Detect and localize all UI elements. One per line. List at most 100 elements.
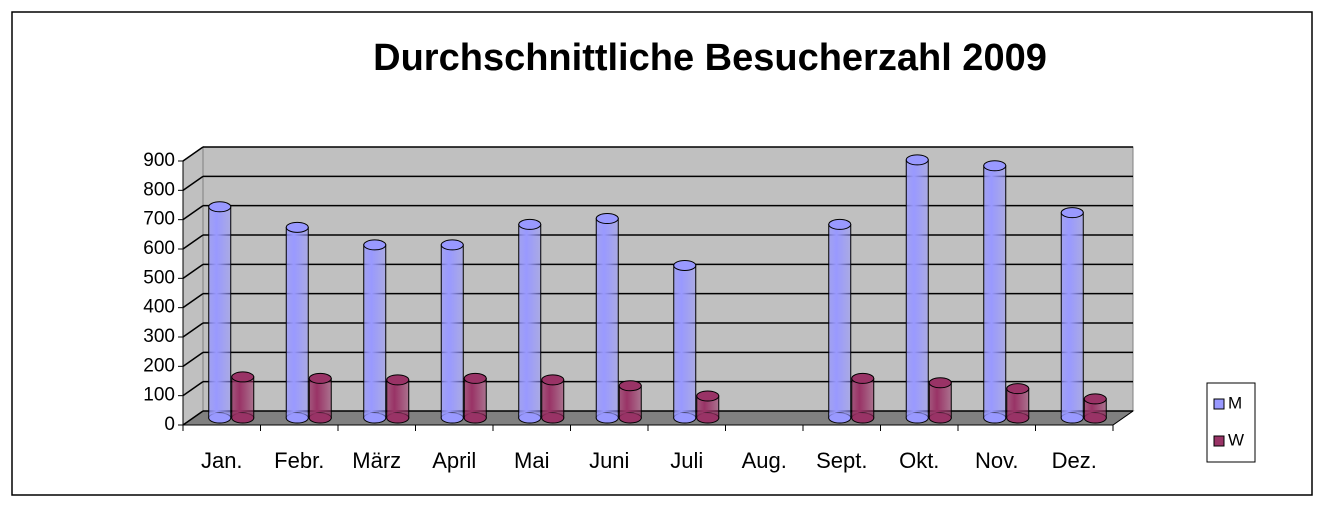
bar-base-cover <box>619 413 641 418</box>
bar <box>285 226 309 419</box>
y-tick-label: 0 <box>164 414 175 435</box>
bar-base-cover <box>984 413 1006 418</box>
bar <box>363 244 387 419</box>
bar-top <box>696 390 720 402</box>
bar-top <box>851 372 875 384</box>
y-tick-label: 900 <box>143 150 175 171</box>
bar-base-cover <box>364 413 386 418</box>
y-tick-label: 600 <box>143 238 175 259</box>
bar-base-cover <box>596 413 618 418</box>
bar-top <box>928 377 952 389</box>
bar <box>983 165 1007 419</box>
bar <box>673 264 697 419</box>
bar-base-cover <box>697 413 719 418</box>
y-tick-label: 500 <box>143 267 175 288</box>
bar-base-cover <box>829 413 851 418</box>
bar-top <box>595 213 619 225</box>
grid-line <box>182 205 204 221</box>
x-tick-label: Jan. <box>201 448 243 473</box>
bar-base-cover <box>232 413 254 418</box>
legend-swatch <box>1213 398 1225 410</box>
bar-top <box>905 154 929 166</box>
bar-base-cover <box>674 413 696 418</box>
bar-top <box>363 239 387 251</box>
grid-line <box>182 263 204 279</box>
x-tick-label: Aug. <box>742 448 787 473</box>
bar-base-cover <box>852 413 874 418</box>
bar-base-cover <box>519 413 541 418</box>
bar <box>518 223 542 419</box>
legend-swatch <box>1213 435 1225 447</box>
bar-base-cover <box>209 413 231 418</box>
x-tick-label: März <box>352 448 401 473</box>
grid-line <box>182 293 204 309</box>
bar <box>1060 212 1084 419</box>
grid-line <box>182 410 204 426</box>
y-tick-label: 400 <box>143 297 175 318</box>
y-tick-label: 100 <box>143 385 175 406</box>
bar-top <box>231 371 255 383</box>
bar <box>851 377 875 419</box>
bar <box>208 206 232 419</box>
bar-base-cover <box>387 413 409 418</box>
grid-line <box>182 322 204 338</box>
bar-base-cover <box>1061 413 1083 418</box>
floor-edge <box>1112 410 1134 426</box>
bar-base-cover <box>464 413 486 418</box>
bar-top <box>983 160 1007 172</box>
x-tick-label: Okt. <box>899 448 939 473</box>
bar-base-cover <box>906 413 928 418</box>
y-tick-label: 700 <box>143 209 175 230</box>
x-tick-label: Juli <box>670 448 703 473</box>
bar-top <box>618 380 642 392</box>
grid-line <box>182 146 204 162</box>
bar <box>595 218 619 419</box>
y-tick-label: 200 <box>143 355 175 376</box>
bar-top <box>386 374 410 386</box>
legend-box <box>1206 382 1256 463</box>
bar-top <box>308 372 332 384</box>
bar-base-cover <box>1007 413 1029 418</box>
bar-top <box>1060 207 1084 219</box>
bar <box>231 376 255 419</box>
bar-top <box>1083 393 1107 405</box>
grid-line <box>182 381 204 397</box>
y-tick-label: 300 <box>143 326 175 347</box>
bar-base-cover <box>286 413 308 418</box>
bar-base-cover <box>309 413 331 418</box>
bar-top <box>673 259 697 271</box>
x-tick-label: Sept. <box>816 448 867 473</box>
x-tick-label: Juni <box>589 448 629 473</box>
grid-line <box>182 234 204 250</box>
bar-top <box>541 374 565 386</box>
bar <box>541 379 565 419</box>
bar-top <box>518 218 542 230</box>
legend-label: W <box>1228 430 1244 449</box>
chart-title: Durchschnittliche Besucherzahl 2009 <box>373 37 1047 79</box>
bar-base-cover <box>1084 413 1106 418</box>
bar-top <box>463 372 487 384</box>
legend-label: M <box>1228 393 1242 412</box>
bar-top <box>285 221 309 233</box>
y-tick-label: 800 <box>143 179 175 200</box>
x-tick-label: Nov. <box>975 448 1019 473</box>
bar-base-cover <box>441 413 463 418</box>
bar-top <box>828 218 852 230</box>
bar <box>463 377 487 419</box>
bar-base-cover <box>929 413 951 418</box>
bar <box>440 244 464 419</box>
bar <box>905 159 929 419</box>
bar <box>386 379 410 419</box>
bar <box>308 377 332 419</box>
bar-top <box>440 239 464 251</box>
grid-line <box>182 175 204 191</box>
bar-base-cover <box>542 413 564 418</box>
x-tick-label: Mai <box>514 448 549 473</box>
bar <box>828 223 852 419</box>
x-tick-label: Dez. <box>1052 448 1097 473</box>
grid-line <box>182 351 204 367</box>
bar-top <box>1006 383 1030 395</box>
x-tick-label: Febr. <box>274 448 324 473</box>
bar-top <box>208 201 232 213</box>
